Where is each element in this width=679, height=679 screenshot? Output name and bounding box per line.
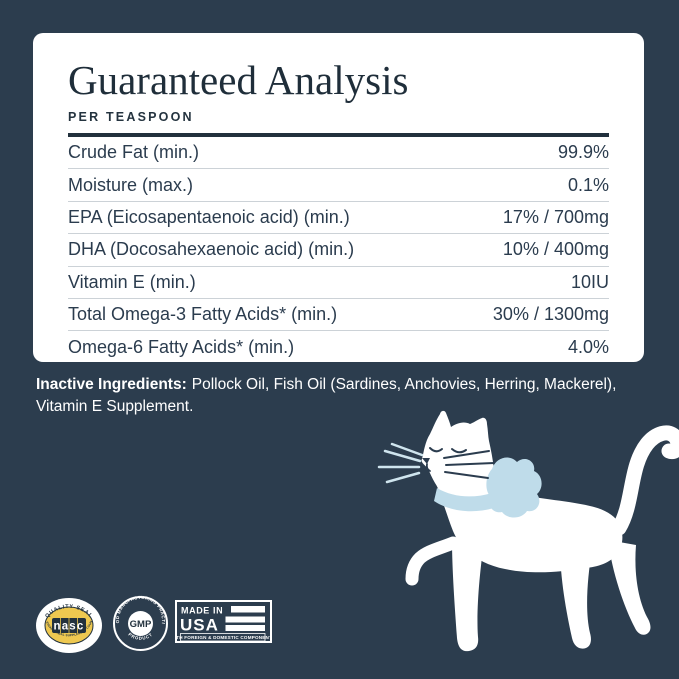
table-row: DHA (Docosahexaenoic acid) (min.) 10% / … bbox=[68, 234, 609, 267]
cat-whiskers-dark bbox=[443, 450, 495, 479]
cat-tail bbox=[611, 425, 679, 536]
svg-text:PRODUCT: PRODUCT bbox=[127, 632, 153, 641]
page-title: Guaranteed Analysis bbox=[68, 57, 409, 103]
nutrient-label: Vitamin E (min.) bbox=[68, 271, 196, 292]
inactive-ingredients-label: Inactive Ingredients: bbox=[36, 376, 187, 393]
gmp-bottom-arc: PRODUCT bbox=[127, 632, 152, 641]
guaranteed-analysis-card: Guaranteed Analysis PER TEASPOON Crude F… bbox=[33, 33, 644, 362]
inactive-ingredients-line1: Pollock Oil, Fish Oil (Sardines, Anchovi… bbox=[191, 376, 617, 393]
nutrient-value: 17% / 700mg bbox=[502, 206, 609, 227]
usa-line1: MADE IN bbox=[181, 606, 223, 616]
usa-line3: WITH FOREIGN & DOMESTIC COMPONENTS bbox=[175, 635, 272, 640]
gmp-wordmark: GMP bbox=[130, 619, 152, 630]
nutrient-value: 10IU bbox=[570, 271, 609, 292]
cat-mouth bbox=[425, 463, 431, 472]
table-row: Vitamin E (min.) 10IU bbox=[68, 267, 609, 299]
cat-front-leg bbox=[452, 540, 484, 652]
inactive-ingredients-line2: Vitamin E Supplement. bbox=[36, 398, 194, 415]
cat-nose bbox=[422, 458, 430, 464]
cat-eye-left bbox=[429, 447, 443, 453]
nasc-wordmark: nasc bbox=[53, 621, 84, 633]
analysis-table: Crude Fat (min.) 99.9% Moisture (max.) 0… bbox=[68, 137, 609, 363]
cat-rear-near-leg bbox=[560, 545, 592, 649]
header-rule bbox=[68, 133, 609, 137]
nutrient-value: 4.0% bbox=[567, 336, 609, 357]
table-row: Moisture (max.) 0.1% bbox=[68, 169, 609, 202]
cat-scarf-band bbox=[434, 488, 497, 512]
nutrient-label: DHA (Docosahexaenoic acid) (min.) bbox=[68, 239, 355, 260]
nutrient-label: Crude Fat (min.) bbox=[68, 142, 200, 163]
per-teaspoon-subtitle: PER TEASPOON bbox=[68, 110, 194, 124]
nutrient-label: EPA (Eicosapentaenoic acid) (min.) bbox=[68, 206, 350, 227]
nutrient-label: Omega-6 Fatty Acids* (min.) bbox=[68, 336, 295, 357]
nasc-seal: QUALITY SEAL NATIONAL ANIMAL SUPPLEMENT … bbox=[35, 597, 102, 653]
nutrient-value: 0.1% bbox=[567, 174, 609, 195]
made-in-usa-badge: MADE IN USA WITH FOREIGN & DOMESTIC COMP… bbox=[175, 600, 272, 643]
nutrient-label: Moisture (max.) bbox=[68, 174, 194, 195]
nutrient-value: 30% / 1300mg bbox=[492, 304, 609, 325]
cat-body bbox=[421, 410, 623, 573]
cat-bow bbox=[486, 457, 542, 518]
cat-eye-right bbox=[451, 448, 467, 454]
cat-raised-paw bbox=[405, 536, 460, 586]
cat-whiskers-light bbox=[377, 442, 424, 484]
gmp-seal: GOOD MANUFACTURING PRACTICE PRODUCT GMP bbox=[112, 595, 168, 651]
usa-line2: USA bbox=[180, 616, 219, 635]
inactive-ingredients: Inactive Ingredients: Pollock Oil, Fish O… bbox=[36, 374, 676, 418]
nutrient-value: 99.9% bbox=[557, 142, 609, 163]
cat-rear-far-leg bbox=[608, 540, 651, 635]
table-row: Omega-6 Fatty Acids* (min.) 4.0% bbox=[68, 331, 609, 362]
table-row: EPA (Eicosapentaenoic acid) (min.) 17% /… bbox=[68, 202, 609, 235]
table-row: Crude Fat (min.) 99.9% bbox=[68, 137, 609, 170]
nutrient-value: 10% / 400mg bbox=[502, 239, 609, 260]
nutrient-label: Total Omega-3 Fatty Acids* (min.) bbox=[68, 304, 338, 325]
table-row: Total Omega-3 Fatty Acids* (min.) 30% / … bbox=[68, 299, 609, 332]
